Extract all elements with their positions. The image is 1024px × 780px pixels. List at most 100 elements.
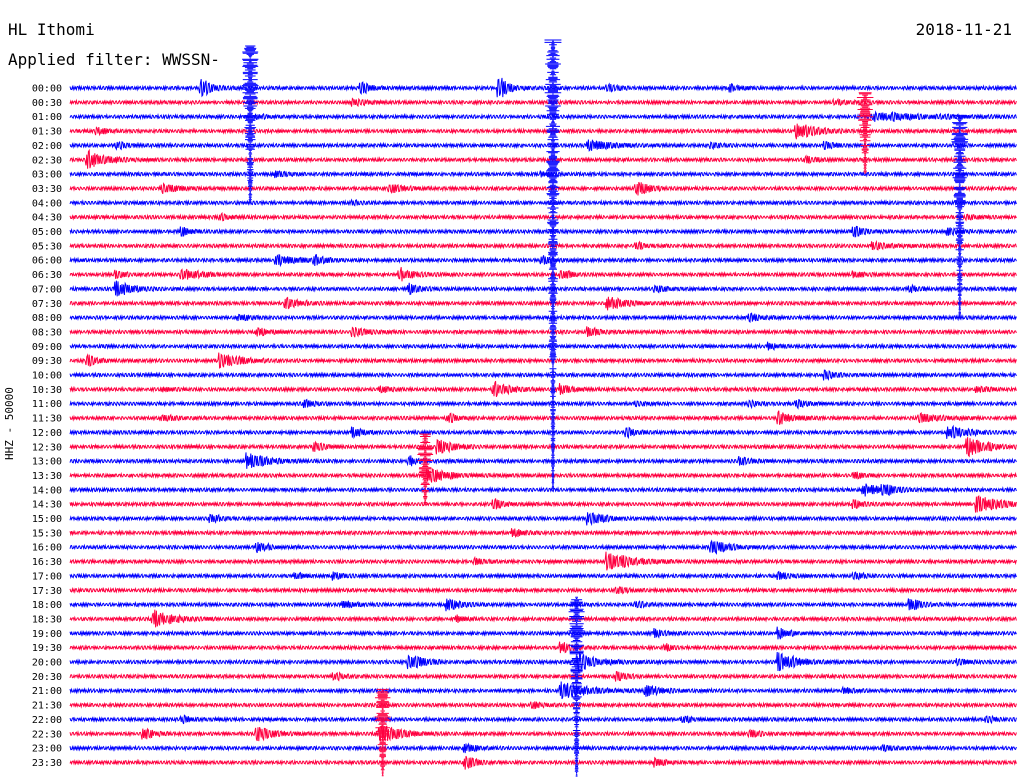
- date-label: 2018-11-21: [915, 20, 1012, 39]
- large-event-6: [374, 688, 391, 777]
- time-tick-label: 22:30: [32, 729, 62, 740]
- trace-row-30: [69, 512, 1017, 527]
- trace-row-36: [69, 598, 1017, 612]
- trace-row-15: [69, 296, 1017, 311]
- time-tick-label: 13:30: [32, 471, 62, 482]
- time-tick-label: 21:00: [32, 686, 62, 697]
- large-event-4: [856, 92, 874, 174]
- trace-row-9: [69, 211, 1017, 222]
- time-tick-label: 04:00: [32, 198, 62, 209]
- trace-row-32: [69, 539, 1017, 555]
- trace-row-45: [69, 725, 1017, 742]
- trace-row-31: [69, 528, 1017, 538]
- time-tick-label: 20:00: [32, 658, 62, 669]
- large-event-0: [241, 45, 259, 203]
- trace-row-37: [69, 609, 1017, 628]
- time-tick-label: 15:30: [32, 528, 62, 539]
- trace-row-28: [69, 483, 1017, 497]
- time-tick-label: 09:00: [32, 342, 62, 353]
- time-tick-label: 12:00: [32, 428, 62, 439]
- time-tick-label: 17:30: [32, 586, 62, 597]
- time-tick-label: 07:30: [32, 299, 62, 310]
- time-tick-label: 23:30: [32, 758, 62, 769]
- time-tick-label: 14:00: [32, 485, 62, 496]
- trace-row-34: [69, 570, 1017, 581]
- trace-row-22: [69, 398, 1017, 410]
- large-event-5: [416, 433, 434, 505]
- time-tick-label: 18:00: [32, 600, 62, 611]
- time-tick-label: 02:30: [32, 155, 62, 166]
- trace-row-8: [69, 198, 1017, 207]
- time-tick-label: 02:00: [32, 141, 62, 152]
- time-tick-label: 10:00: [32, 371, 62, 382]
- trace-row-0: [69, 77, 1017, 98]
- trace-row-1: [69, 97, 1017, 108]
- trace-row-24: [69, 424, 1017, 440]
- trace-row-17: [69, 326, 1017, 338]
- time-tick-label: 00:30: [32, 98, 62, 109]
- trace-row-12: [69, 253, 1017, 268]
- trace-row-46: [69, 742, 1017, 754]
- trace-row-33: [69, 551, 1017, 571]
- trace-row-10: [69, 225, 1017, 238]
- time-tick-label: 11:30: [32, 414, 62, 425]
- time-tick-label: 20:30: [32, 672, 62, 683]
- trace-row-4: [69, 139, 1017, 152]
- time-tick-label: 06:00: [32, 256, 62, 267]
- time-tick-label: 19:30: [32, 643, 62, 654]
- trace-row-5: [69, 148, 1017, 169]
- time-tick-label: 18:30: [32, 614, 62, 625]
- trace-row-19: [69, 352, 1017, 369]
- time-tick-label: 12:30: [32, 442, 62, 453]
- trace-row-11: [69, 239, 1017, 251]
- time-tick-label: 04:30: [32, 213, 62, 224]
- time-tick-label: 19:00: [32, 629, 62, 640]
- time-tick-label: 03:00: [32, 170, 62, 181]
- trace-row-25: [69, 437, 1017, 458]
- time-tick-label: 07:00: [32, 284, 62, 295]
- trace-row-39: [69, 641, 1017, 654]
- trace-row-20: [69, 369, 1017, 381]
- trace-row-16: [69, 312, 1017, 324]
- trace-row-23: [69, 410, 1017, 425]
- trace-row-29: [69, 495, 1017, 513]
- time-tick-label: 13:00: [32, 457, 62, 468]
- station-name: HL Ithomi: [8, 20, 95, 39]
- trace-row-47: [69, 755, 1017, 770]
- time-tick-label: 23:00: [32, 744, 62, 755]
- time-tick-label: 01:30: [32, 127, 62, 138]
- trace-row-3: [69, 123, 1017, 140]
- time-tick-label: 03:30: [32, 184, 62, 195]
- time-tick-label: 05:00: [32, 227, 62, 238]
- large-event-1: [544, 39, 562, 490]
- time-tick-label: 16:30: [32, 557, 62, 568]
- trace-row-14: [69, 280, 1017, 297]
- time-tick-label: 16:00: [32, 543, 62, 554]
- trace-row-6: [69, 170, 1017, 179]
- trace-row-27: [69, 468, 1017, 483]
- trace-row-43: [69, 701, 1017, 710]
- trace-row-41: [69, 670, 1017, 682]
- time-tick-label: 01:00: [32, 112, 62, 123]
- trace-row-40: [69, 651, 1017, 672]
- time-tick-label: 17:00: [32, 571, 62, 582]
- trace-row-13: [69, 266, 1017, 282]
- trace-row-44: [69, 714, 1017, 725]
- time-tick-label: 08:00: [32, 313, 62, 324]
- trace-row-21: [69, 380, 1017, 397]
- large-event-3: [951, 114, 969, 318]
- time-tick-label: 15:00: [32, 514, 62, 525]
- time-tick-label: 10:30: [32, 385, 62, 396]
- time-tick-label: 08:30: [32, 327, 62, 338]
- time-tick-label: 14:30: [32, 500, 62, 511]
- time-tick-label: 21:30: [32, 701, 62, 712]
- time-tick-label: 06:30: [32, 270, 62, 281]
- time-tick-label: 11:00: [32, 399, 62, 410]
- time-tick-label: 09:30: [32, 356, 62, 367]
- trace-row-42: [69, 681, 1017, 700]
- large-event-2: [568, 596, 585, 777]
- filter-label: Applied filter: WWSSN-: [8, 50, 220, 69]
- trace-row-35: [69, 586, 1017, 595]
- trace-row-38: [69, 626, 1017, 640]
